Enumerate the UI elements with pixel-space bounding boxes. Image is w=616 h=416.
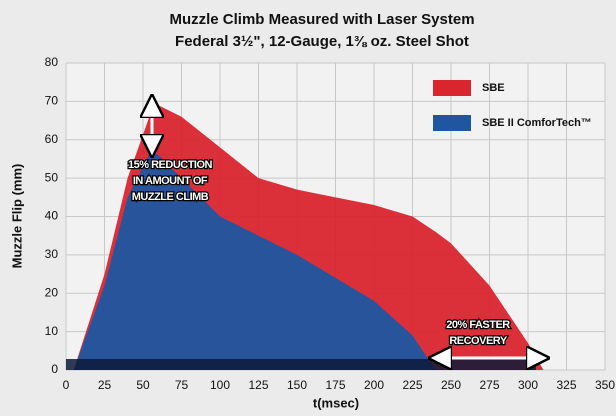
annotation: 20% FASTER [446,319,510,331]
legend-swatch [433,80,471,96]
x-tick-label: 225 [402,378,422,392]
legend-label: SBE II ComforTech™ [482,117,592,129]
x-tick-label: 100 [210,378,230,392]
x-tick-label: 350 [595,378,615,392]
annotation: RECOVERY [449,335,507,347]
x-tick-label: 300 [518,378,538,392]
base-band [66,359,536,370]
y-tick-label: 20 [45,285,59,299]
y-axis-label: Muzzle Flip (mm) [9,164,24,269]
legend-swatch [433,115,471,131]
area [73,151,436,370]
annotation: IN AMOUNT OF [133,175,208,187]
y-tick-label: 10 [45,324,59,338]
x-tick-label: 0 [63,378,70,392]
x-tick-label: 50 [136,378,150,392]
y-tick-label: 70 [45,94,59,108]
x-tick-label: 125 [248,378,268,392]
annotation: 15% REDUCTION [128,159,213,171]
y-tick-label: 80 [45,55,59,69]
annotation: MUZZLE CLIMB [132,191,209,203]
y-tick-label: 50 [45,170,59,184]
y-tick-label: 60 [45,132,59,146]
y-tick-label: 30 [45,247,59,261]
x-tick-label: 25 [98,378,112,392]
x-tick-label: 275 [479,378,499,392]
y-tick-label: 40 [45,209,59,223]
y-tick-label: 0 [51,362,58,376]
x-tick-label: 175 [325,378,345,392]
x-tick-label: 150 [287,378,307,392]
x-tick-label: 325 [556,378,576,392]
chart-title: Muzzle Climb Measured with Laser System [169,11,474,28]
x-tick-label: 250 [441,378,461,392]
chart-subtitle: Federal 3½", 12-Gauge, 1⅜ oz. Steel Shot [175,33,469,50]
x-tick-label: 200 [364,378,384,392]
x-tick-label: 75 [175,378,189,392]
legend-label: SBE [482,82,505,94]
x-axis-label: t(msec) [313,395,359,410]
